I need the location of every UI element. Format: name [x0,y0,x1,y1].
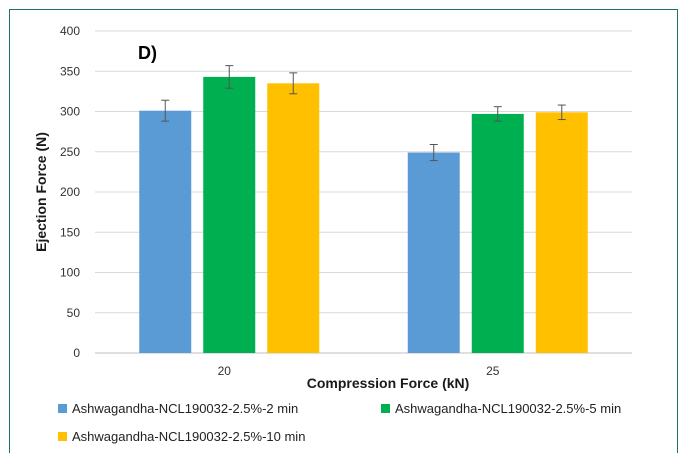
y-tick-label: 350 [60,64,80,78]
x-tick-labels: 20 25 [218,364,500,378]
y-tick-label: 400 [60,24,80,38]
legend-label: Ashwagandha-NCL190032-2.5%-2 min [72,401,298,416]
legend-item: Ashwagandha-NCL190032-2.5%-2 min [58,401,298,416]
bar [471,113,524,353]
legend-item: Ashwagandha-NCL190032-2.5%-10 min [58,429,305,444]
legend-swatch [381,404,390,413]
y-tick-label: 50 [67,306,81,320]
y-axis-title: Ejection Force (N) [33,132,49,252]
error-bar [557,104,566,121]
bars [139,76,588,354]
y-tick-label: 100 [60,266,80,280]
legend-label: Ashwagandha-NCL190032-2.5%-10 min [72,429,305,444]
y-tick-label: 250 [60,145,80,159]
legend-swatch [58,432,67,441]
bar [267,83,320,353]
y-tick-label: 0 [73,346,80,360]
x-tick-label: 25 [486,364,500,378]
y-tick-labels: 0 50 100 150 200 250 300 350 400 [60,24,80,360]
chart-frame [9,9,678,453]
error-bars [161,65,566,162]
y-tick-label: 300 [60,105,80,119]
bar [535,112,588,354]
y-tick-label: 150 [60,225,80,239]
x-axis-title: Compression Force (kN) [307,375,470,391]
legend: Ashwagandha-NCL190032-2.5%-2 min Ashwagan… [58,401,621,444]
y-tick-label: 200 [60,185,80,199]
x-tick-label: 20 [218,364,232,378]
legend-label: Ashwagandha-NCL190032-2.5%-5 min [395,401,621,416]
bar [203,76,256,353]
legend-item: Ashwagandha-NCL190032-2.5%-5 min [381,401,621,416]
panel-label: D) [138,43,157,63]
error-bar [161,99,170,122]
bar [407,152,460,353]
error-bar [429,144,438,162]
bar [139,110,192,353]
error-bar [493,106,502,122]
legend-swatch [58,404,67,413]
error-bar [289,72,298,95]
error-bar [225,65,234,89]
